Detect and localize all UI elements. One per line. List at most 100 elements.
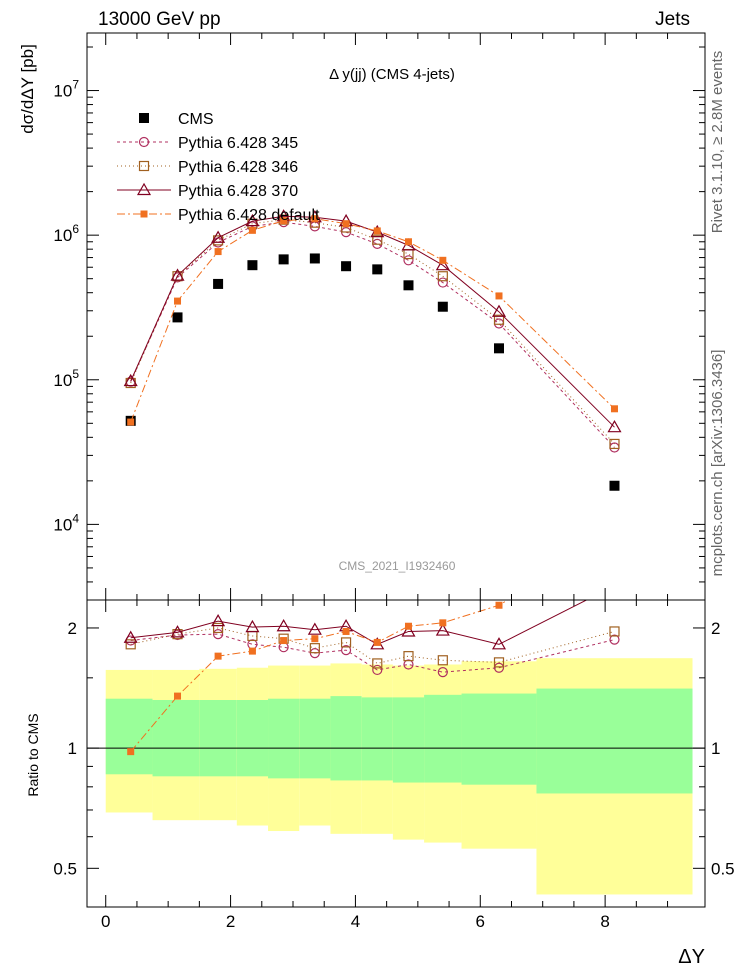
legend-marker-1 xyxy=(138,136,150,148)
ratio-tick-label-left: 0.5 xyxy=(53,859,77,878)
series-4-ratio-point-4 xyxy=(280,637,288,645)
series-3-ratio-point-8 xyxy=(401,624,416,637)
legend-marker-4 xyxy=(140,210,148,218)
series-2-point-7 xyxy=(372,234,383,245)
series-0-point-7 xyxy=(372,264,383,275)
series-1-ratio-point-10 xyxy=(493,662,505,673)
y-tick-exp: 6 xyxy=(72,222,79,236)
x-tick-label: 8 xyxy=(600,912,609,931)
series-4-ratio-point-9 xyxy=(439,619,447,627)
ratio-series-layer xyxy=(123,600,620,756)
series-2-ratio-point-10 xyxy=(493,657,505,668)
band-green-9 xyxy=(424,694,462,783)
band-green-7 xyxy=(361,697,393,781)
series-2-point-1 xyxy=(172,271,183,282)
series-4-point-2 xyxy=(214,248,222,256)
series-3-ratio-point-10 xyxy=(491,637,507,650)
series-0-point-10 xyxy=(494,343,504,354)
series-4-point-8 xyxy=(404,238,412,246)
x-tick-label: 0 xyxy=(101,912,110,931)
series-2-ratio-point-7 xyxy=(372,658,383,669)
series-4-ratio-point-0 xyxy=(127,748,135,756)
series-4-ratio-point-8 xyxy=(404,622,412,630)
series-2-point-4 xyxy=(278,214,289,225)
series-2-ratio-point-6 xyxy=(340,637,352,648)
series-1-ratio-point-11 xyxy=(609,634,620,645)
analysis-watermark: CMS_2021_I1932460 xyxy=(339,559,456,573)
series-2-ratio-point-8 xyxy=(403,651,414,662)
series-4-line xyxy=(130,218,615,423)
series-4-ratio-point-5 xyxy=(311,635,319,643)
side-label-source: mcplots.cern.ch [arXiv:1306.3436] xyxy=(709,350,726,577)
series-2-ratio-line xyxy=(130,627,615,664)
series-1-point-9 xyxy=(437,277,448,288)
y-tick-exp: 5 xyxy=(72,367,79,381)
series-1-point-8 xyxy=(403,255,414,266)
series-3-point-3 xyxy=(245,213,260,227)
series-3-ratio-point-9 xyxy=(435,623,450,636)
series-0-point-2 xyxy=(213,278,224,289)
series-4-ratio-point-3 xyxy=(248,647,256,655)
ratio-uncertainty-bands xyxy=(105,658,693,895)
series-1-ratio-point-7 xyxy=(372,664,383,676)
ratio-tick-label-right: 2 xyxy=(711,619,720,638)
series-3-ratio-point-2 xyxy=(211,613,226,627)
legend-label-1: Pythia 6.428 345 xyxy=(178,135,298,152)
series-3-ratio-point-3 xyxy=(245,619,260,633)
series-4-point-9 xyxy=(439,256,447,264)
series-1-ratio-point-8 xyxy=(403,659,414,670)
series-0-point-11 xyxy=(609,480,620,491)
ratio-tick-label-left: 2 xyxy=(68,619,77,638)
y-tick-base: 10 xyxy=(53,371,72,390)
ratio-frame xyxy=(86,599,706,908)
series-0-point-8 xyxy=(403,280,414,291)
series-1-ratio-line xyxy=(130,633,615,673)
series-4-ratio-line xyxy=(130,600,509,752)
series-2-ratio-point-11 xyxy=(609,626,620,637)
series-1-line xyxy=(130,221,615,448)
x-tick-label: 2 xyxy=(226,912,235,931)
band-green-5 xyxy=(299,698,331,779)
series-0-point-9 xyxy=(437,301,448,312)
legend-label-4: Pythia 6.428 default xyxy=(178,207,320,224)
legend-marker-2 xyxy=(138,160,150,172)
band-green-3 xyxy=(236,700,269,777)
series-3-ratio-point-4 xyxy=(276,619,291,632)
ratio-tick-label-left: 1 xyxy=(68,739,77,758)
series-3-point-10 xyxy=(491,304,507,317)
y-tick-base: 10 xyxy=(53,226,72,245)
ratio-tick-label-right: 1 xyxy=(711,739,720,758)
series-1-ratio-point-6 xyxy=(340,645,352,656)
legend: CMS Pythia 6.428 345 Pythia 6.428 346 Pythi… xyxy=(117,111,320,224)
ratio-axis-label: Ratio to CMS xyxy=(25,713,41,796)
series-1-point-10 xyxy=(493,318,505,329)
plot-frames xyxy=(86,32,706,908)
series-2-ratio-point-9 xyxy=(437,655,448,666)
series-4-ratio-point-6 xyxy=(342,627,350,635)
series-3-ratio-point-0 xyxy=(123,630,138,643)
series-2-point-11 xyxy=(609,438,620,450)
y-tick-label: 107 xyxy=(53,78,79,101)
y-tick-exp: 7 xyxy=(72,78,79,92)
band-green-8 xyxy=(392,697,425,783)
series-4-point-1 xyxy=(174,297,182,305)
series-2-ratio-point-0 xyxy=(125,639,136,650)
series-2-ratio-point-5 xyxy=(309,643,320,654)
legend-marker-3 xyxy=(136,182,152,196)
series-4-ratio-point-7 xyxy=(373,638,381,646)
series-0-point-1 xyxy=(172,312,183,323)
main-series-layer xyxy=(123,209,622,491)
band-green-2 xyxy=(199,700,237,777)
x-axis-label: ΔY xyxy=(678,946,705,968)
series-4-point-10 xyxy=(495,292,503,300)
series-3-ratio-point-5 xyxy=(307,622,322,635)
series-0-point-4 xyxy=(278,254,289,265)
series-0-point-6 xyxy=(341,261,352,272)
band-green-0 xyxy=(105,698,153,775)
chart-title: Δ y(jj) (CMS 4-jets) xyxy=(329,66,455,83)
series-3-point-9 xyxy=(435,257,450,271)
y-tick-base: 10 xyxy=(53,82,72,101)
series-2-ratio-point-2 xyxy=(212,622,224,634)
y-axis-label: dσ/dΔY [pb] xyxy=(18,44,37,134)
